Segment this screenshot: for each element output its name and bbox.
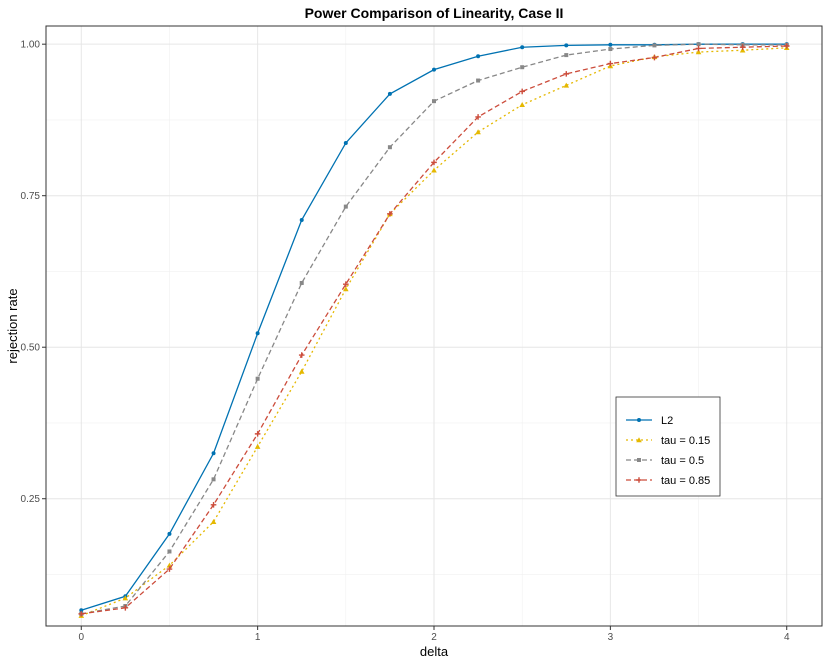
y-tick-label: 0.50	[21, 343, 41, 354]
cross-marker	[78, 611, 85, 617]
triangle-marker	[519, 101, 525, 108]
cross-marker	[431, 159, 437, 166]
point-marker	[520, 45, 525, 50]
point-marker	[167, 531, 172, 536]
square-marker	[343, 204, 348, 209]
cross-marker	[695, 45, 702, 52]
y-tick-label: 0.75	[21, 191, 41, 202]
square-marker	[255, 376, 260, 381]
legend-label: L2	[661, 415, 673, 427]
cross-marker	[607, 60, 614, 67]
y-axis-title: rejection rate	[5, 288, 20, 363]
point-marker	[211, 451, 216, 456]
point-marker	[564, 43, 569, 48]
point-marker	[343, 140, 348, 145]
cross-marker	[254, 431, 261, 437]
cross-marker	[122, 605, 129, 611]
triangle-marker	[636, 437, 642, 443]
point-marker	[387, 91, 392, 96]
legend-box	[615, 396, 721, 497]
cross-marker	[563, 71, 570, 77]
grid-major-lines	[46, 26, 822, 626]
square-marker	[432, 99, 436, 104]
triangle-marker	[695, 49, 702, 55]
x-tick-label: 1	[255, 632, 261, 643]
square-marker	[637, 458, 641, 462]
y-tick-label: 0.25	[21, 494, 41, 505]
cross-marker	[298, 352, 305, 358]
cross-marker	[651, 54, 658, 61]
square-marker	[299, 280, 304, 285]
x-tick-label: 0	[78, 632, 84, 643]
point-marker	[608, 42, 613, 47]
triangle-marker	[343, 286, 349, 292]
legend-label: tau = 0.5	[661, 455, 704, 467]
triangle-marker	[563, 82, 570, 88]
triangle-marker	[475, 129, 481, 135]
cross-marker	[636, 477, 642, 483]
cross-marker	[783, 43, 790, 49]
point-marker	[299, 217, 304, 222]
square-marker	[520, 65, 525, 70]
square-marker	[476, 78, 481, 83]
cross-marker	[475, 114, 481, 120]
x-axis-title: delta	[420, 644, 449, 659]
cross-marker	[739, 44, 746, 51]
triangle-marker	[254, 443, 261, 449]
y-axis-ticks: 0.25 0.50 0.75 1.00	[21, 40, 46, 505]
square-marker	[167, 549, 172, 554]
point-marker	[79, 608, 84, 613]
point-marker	[432, 67, 436, 72]
square-marker	[696, 42, 701, 47]
triangle-marker	[431, 167, 437, 173]
cross-marker	[519, 88, 525, 95]
legend: L2 tau = 0.15 tau = 0.5 tau = 0.85	[615, 396, 721, 497]
series-3	[78, 43, 790, 617]
triangle-marker	[122, 595, 129, 601]
series-layer	[78, 42, 790, 618]
legend-label: tau = 0.85	[661, 475, 710, 487]
cross-marker	[387, 211, 393, 217]
square-marker	[652, 43, 657, 48]
x-axis-ticks: 0 1 2 3 4	[78, 626, 790, 643]
x-tick-label: 2	[431, 632, 437, 643]
point-marker	[476, 54, 481, 59]
series-line	[81, 45, 787, 615]
legend-label: tau = 0.15	[661, 435, 710, 447]
square-marker	[564, 53, 569, 58]
square-marker	[608, 47, 613, 52]
cross-marker	[210, 501, 217, 508]
x-tick-label: 4	[784, 632, 790, 643]
cross-marker	[343, 281, 349, 287]
square-marker	[387, 145, 392, 150]
point-marker	[255, 331, 260, 336]
y-tick-label: 1.00	[21, 40, 41, 51]
x-tick-label: 3	[608, 632, 614, 643]
square-marker	[211, 477, 216, 482]
point-marker	[637, 418, 641, 422]
cross-marker	[166, 566, 173, 572]
triangle-marker	[298, 368, 305, 374]
triangle-marker	[210, 518, 217, 524]
chart-title: Power Comparison of Linearity, Case II	[305, 5, 564, 21]
